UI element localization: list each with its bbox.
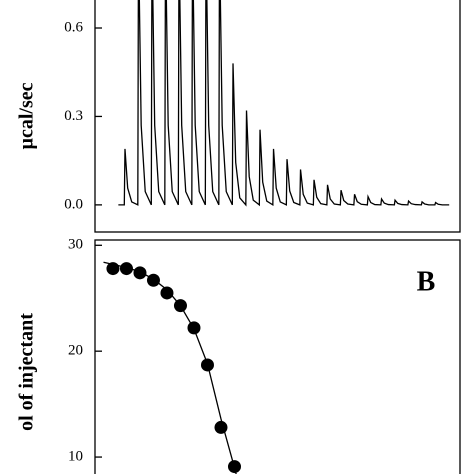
data-point [173,299,187,313]
panel-frame [94,0,461,233]
data-point [227,460,241,474]
data-point [160,286,174,300]
data-point [106,262,120,276]
data-point [133,266,147,280]
data-point [200,358,214,372]
plot-area [118,0,450,207]
y-tick-label: 20 [68,343,83,359]
y-tick-label: 30 [68,237,83,253]
y-axis-label: µcal/sec [16,82,38,149]
data-point [119,262,133,276]
y-tick-label: 10 [68,448,83,464]
data-point [187,321,201,335]
y-tick-label: 0.0 [64,196,83,212]
y-axis-label: ol of injectant [16,313,38,431]
panel-frame [94,239,461,474]
thermogram-line [118,0,450,207]
data-point [146,273,160,287]
data-point [214,420,228,434]
plot-area [103,261,241,474]
panel-label: B [417,266,436,297]
y-tick-label: 0.3 [64,108,83,124]
y-tick-label: 0.6 [64,19,83,35]
